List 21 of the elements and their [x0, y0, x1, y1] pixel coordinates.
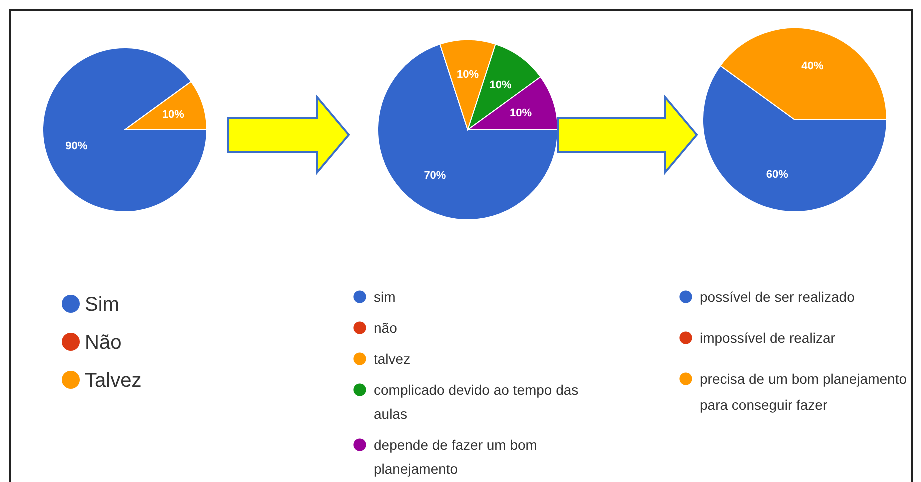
legend-label: impossível de realizar — [700, 330, 836, 346]
legend-label: Não — [85, 332, 122, 354]
legend-label: complicado devido ao tempo das aulas — [374, 382, 579, 422]
legend-label: não — [374, 320, 398, 336]
legend-label: sim — [374, 288, 396, 305]
legend-label: talvez — [374, 350, 411, 367]
data-label: 10% — [490, 80, 512, 92]
data-label: 10% — [162, 109, 185, 122]
data-label: 40% — [802, 60, 824, 73]
legend-label: possível de ser realizado — [700, 288, 856, 305]
legend-label: depende de fazer um bom planejamento — [374, 436, 538, 477]
data-label: 10% — [456, 69, 480, 82]
pie-slice — [378, 44, 558, 220]
data-label: 60% — [766, 169, 789, 182]
legend-label: Talvez — [85, 370, 142, 392]
legend-label: precisa de um bom planejamento para conseguir fazer — [700, 370, 908, 413]
data-label: 10% — [510, 108, 532, 120]
data-label: 90% — [66, 140, 88, 153]
legend-label: Sim — [85, 294, 120, 316]
data-label: 70% — [424, 170, 446, 182]
pie-slice — [42, 48, 208, 212]
